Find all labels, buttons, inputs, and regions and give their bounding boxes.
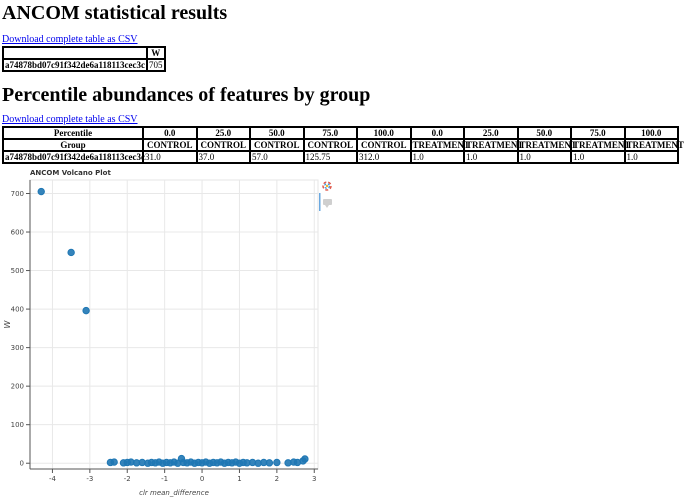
table-header-cell: TREATMENT — [410, 139, 470, 151]
bokeh-logo-icon[interactable] — [322, 181, 332, 191]
data-point[interactable] — [301, 455, 309, 463]
table-header-cell: 75.0 — [303, 127, 357, 139]
table-header-cell: CONTROL — [250, 139, 304, 151]
x-tick-label: -2 — [124, 475, 131, 483]
ancom-results-table: W a74878bd07c91f342de6a118113cec3c 705 — [2, 46, 166, 72]
table-header-cell: 50.0 — [517, 127, 571, 139]
table-row-header: a74878bd07c91f342de6a118113cec3c — [3, 59, 147, 71]
data-point[interactable] — [37, 187, 45, 196]
data-point[interactable] — [110, 458, 118, 466]
table-header-cell: 100.0 — [624, 127, 678, 139]
table-cell: 705 — [147, 59, 165, 71]
table-header-cell: CONTROL — [196, 139, 250, 151]
x-tick-label: -3 — [86, 475, 93, 483]
x-tick-label: 1 — [237, 475, 241, 483]
data-point[interactable] — [265, 459, 274, 467]
download-csv-link-statistics[interactable]: Download complete table as CSV — [2, 34, 138, 45]
x-tick-label: 3 — [312, 475, 316, 483]
table-header-cell: 25.0 — [464, 127, 518, 139]
x-tick-label: 0 — [200, 475, 204, 483]
hover-tool-icon[interactable] — [323, 199, 332, 208]
y-tick-label: 100 — [11, 421, 24, 429]
table-header-cell: Percentile — [3, 127, 143, 139]
y-tick-label: 600 — [11, 229, 24, 237]
table-header-cell: 0.0 — [143, 127, 197, 139]
table-header-cell: TREATMENT — [571, 139, 631, 151]
table-header-cell: TREATMENT — [624, 139, 684, 151]
table-header-cell: CONTROL — [303, 139, 357, 151]
y-tick-label: 500 — [11, 267, 24, 275]
x-tick-label: 2 — [275, 475, 279, 483]
table-header-row: W — [3, 47, 165, 59]
y-tick-label: 200 — [11, 383, 24, 391]
x-tick-label: -4 — [49, 475, 57, 483]
y-tick-label: 0 — [20, 460, 24, 468]
table-header-cell: 100.0 — [357, 127, 411, 139]
table-header-cell — [3, 47, 147, 59]
table-header-cell: 75.0 — [571, 127, 625, 139]
data-point[interactable] — [67, 248, 75, 257]
table-cell: 1.0 — [410, 151, 464, 163]
plot-area[interactable] — [29, 179, 319, 470]
table-cell: 31.0 — [143, 151, 197, 163]
table-row: a74878bd07c91f342de6a118113cec3c 31.0 37.… — [3, 151, 678, 163]
data-point[interactable] — [273, 458, 281, 467]
table-cell: 1.0 — [571, 151, 625, 163]
volcano-plot[interactable]: ANCOM Volcano Plot -4 -3 -2 -1 0 1 2 3 0 100 200 30… — [0, 167, 340, 502]
x-tick-label: -1 — [161, 475, 168, 483]
table-cell: 57.0 — [250, 151, 304, 163]
table-header-cell: 50.0 — [250, 127, 304, 139]
table-cell: 1.0 — [517, 151, 571, 163]
x-axis-label: clr mean_difference — [139, 489, 209, 497]
table-cell: 125.75 — [303, 151, 357, 163]
page-title: ANCOM statistical results — [2, 2, 228, 24]
y-tick-label: 400 — [11, 306, 24, 314]
table-row-header: a74878bd07c91f342de6a118113cec3c — [3, 151, 145, 163]
plot-title: ANCOM Volcano Plot — [30, 169, 111, 177]
table-header-cell: Group — [3, 139, 143, 151]
table-cell: 1.0 — [464, 151, 518, 163]
download-csv-link-percentile[interactable]: Download complete table as CSV — [2, 114, 138, 125]
active-tool-indicator — [319, 193, 321, 211]
table-cell: 312.0 — [357, 151, 411, 163]
section-title-percentile: Percentile abundances of features by gro… — [2, 84, 371, 106]
table-header-cell: 0.0 — [410, 127, 464, 139]
y-axis-label: W — [3, 319, 12, 328]
table-row: a74878bd07c91f342de6a118113cec3c 705 — [3, 59, 165, 71]
table-header-cell: TREATMENT — [464, 139, 524, 151]
volcano-plot-canvas[interactable]: -4 -3 -2 -1 0 1 2 3 0 100 200 300 400 500 600 700 clr me… — [0, 167, 340, 502]
y-tick-label: 700 — [11, 190, 24, 198]
percentile-abundance-table: Percentile 0.0 25.0 50.0 75.0 100.0 0.0 25.0 50… — [2, 126, 684, 164]
table-header-row: Group CONTROL CONTROL CONTROL CONTROL CONTRO… — [3, 139, 684, 151]
table-header-cell: TREATMENT — [517, 139, 577, 151]
table-header-cell: CONTROL — [143, 139, 197, 151]
table-header-cell: 25.0 — [196, 127, 250, 139]
plot-toolbar — [318, 178, 334, 218]
table-header-cell: CONTROL — [357, 139, 411, 151]
data-point[interactable] — [82, 306, 90, 315]
table-cell: 37.0 — [196, 151, 250, 163]
y-tick-label: 300 — [11, 344, 24, 352]
table-header-cell: W — [147, 47, 165, 59]
table-cell: 1.0 — [624, 151, 678, 163]
table-header-row: Percentile 0.0 25.0 50.0 75.0 100.0 0.0 25.0 50… — [3, 127, 678, 139]
